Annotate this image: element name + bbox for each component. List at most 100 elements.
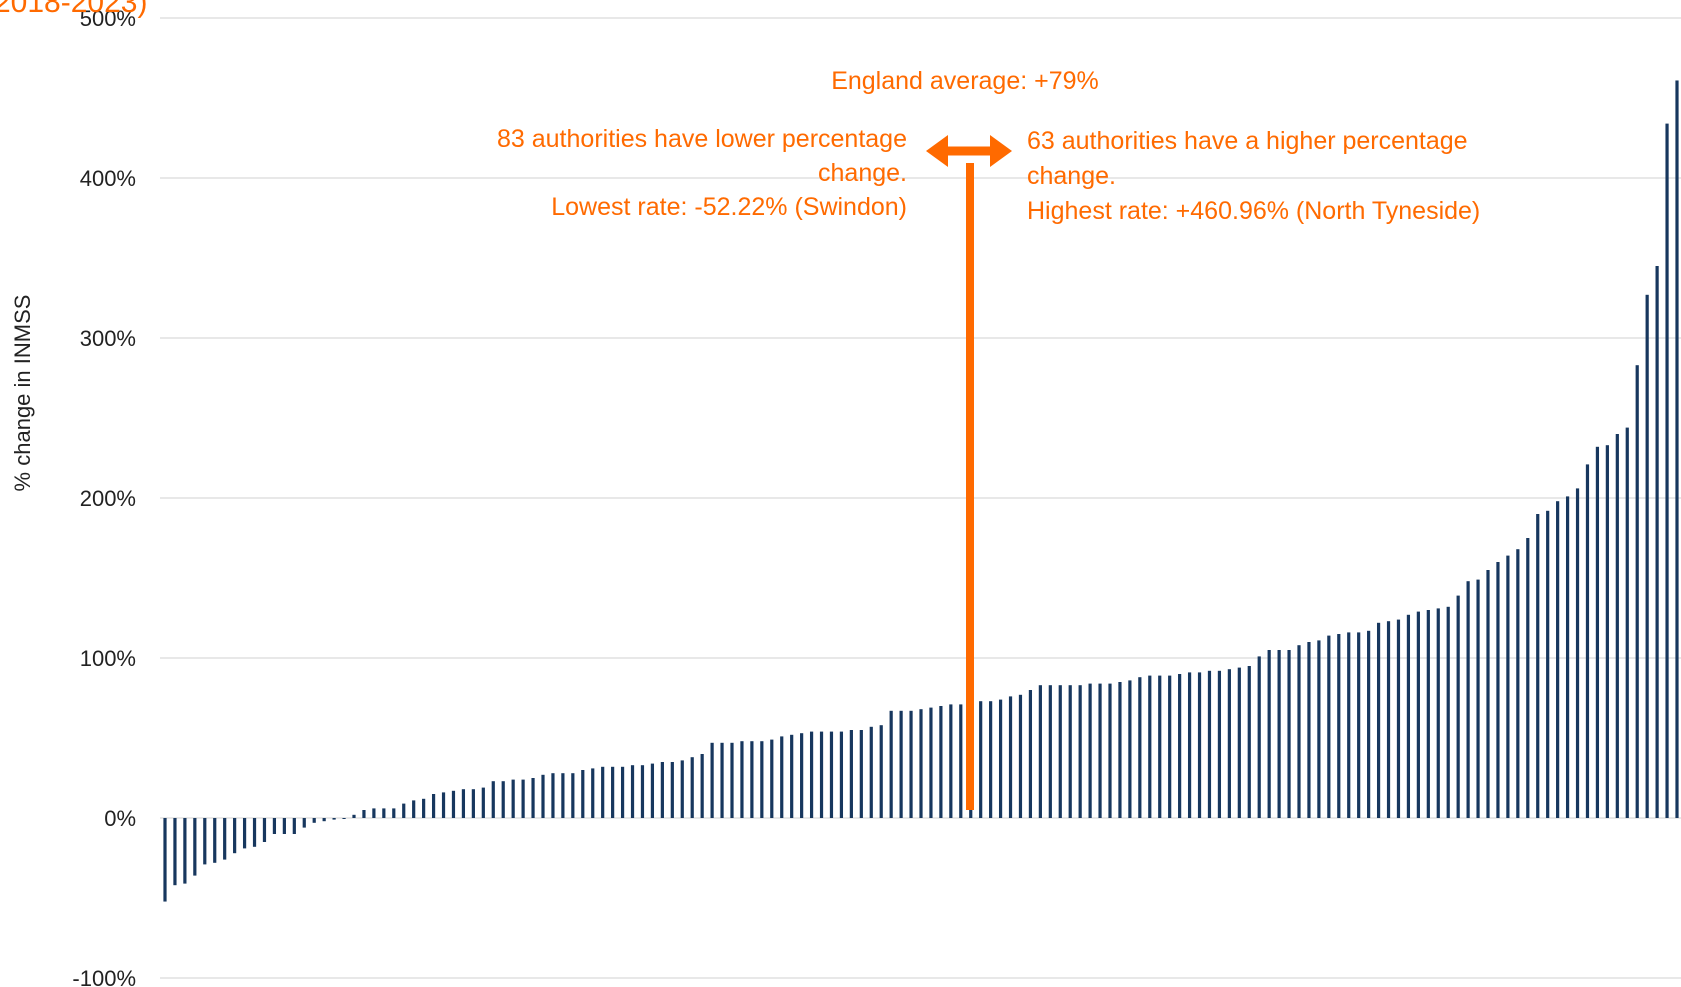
bar bbox=[183, 818, 187, 884]
bar bbox=[1158, 675, 1162, 818]
bar bbox=[949, 704, 953, 818]
bar bbox=[342, 818, 346, 819]
bar bbox=[382, 808, 386, 818]
y-tick-label: 400% bbox=[80, 166, 136, 191]
bar bbox=[839, 731, 844, 818]
arrow-left-head bbox=[926, 135, 948, 167]
bar bbox=[889, 710, 893, 818]
bar bbox=[312, 818, 316, 823]
bar bbox=[1456, 595, 1460, 818]
bar bbox=[1217, 670, 1222, 818]
bar bbox=[780, 736, 784, 818]
y-axis-label: % change in INMSS bbox=[10, 295, 35, 492]
bar bbox=[700, 754, 704, 818]
bar bbox=[491, 781, 495, 818]
bar bbox=[1178, 674, 1182, 818]
gridlines bbox=[160, 17, 1681, 979]
bar bbox=[1386, 621, 1391, 818]
bar bbox=[1078, 685, 1082, 818]
bar bbox=[1008, 696, 1013, 818]
bar bbox=[1048, 685, 1052, 818]
bar bbox=[1376, 622, 1381, 818]
bar bbox=[591, 768, 595, 818]
bar bbox=[1237, 667, 1241, 818]
higher-annotation-line-2: change. bbox=[1027, 162, 1116, 190]
bar bbox=[203, 818, 207, 865]
bar bbox=[849, 730, 853, 818]
bar bbox=[1257, 656, 1261, 818]
bar bbox=[412, 800, 416, 818]
bar bbox=[242, 818, 247, 849]
bar bbox=[1615, 434, 1619, 818]
higher-annotation-line-1: 63 authorities have a higher percentage bbox=[1027, 127, 1468, 155]
bar bbox=[1486, 570, 1490, 818]
bar bbox=[630, 765, 635, 818]
bar bbox=[1138, 677, 1142, 818]
bar bbox=[1635, 365, 1639, 818]
bar bbox=[1307, 642, 1311, 818]
y-tick-label: 100% bbox=[80, 646, 136, 671]
bar bbox=[1575, 488, 1580, 818]
bar bbox=[1446, 606, 1450, 818]
bar bbox=[730, 742, 734, 818]
bar bbox=[541, 774, 545, 818]
lower-annotation-line-3: Lowest rate: -52.22% (Swindon) bbox=[551, 193, 907, 221]
bar bbox=[1556, 501, 1560, 818]
bar bbox=[571, 773, 575, 818]
bar bbox=[451, 790, 456, 818]
bar bbox=[262, 818, 267, 842]
bar bbox=[601, 766, 605, 818]
bar bbox=[660, 762, 664, 818]
bar bbox=[879, 725, 883, 818]
bar bbox=[1396, 619, 1401, 818]
bar bbox=[1227, 669, 1231, 818]
arrow-right-head bbox=[990, 135, 1012, 167]
bar bbox=[640, 765, 645, 818]
bar bbox=[1108, 683, 1112, 818]
bar bbox=[1128, 680, 1132, 818]
lower-annotation: 83 authorities have lower percentage cha… bbox=[497, 125, 907, 221]
bar bbox=[501, 781, 505, 818]
bar bbox=[1038, 685, 1042, 818]
bar bbox=[1595, 446, 1600, 818]
bar bbox=[959, 704, 963, 818]
bar bbox=[292, 818, 296, 834]
bars bbox=[163, 80, 1679, 902]
bar bbox=[1168, 675, 1172, 818]
bar bbox=[531, 778, 535, 818]
bar bbox=[1605, 445, 1609, 818]
bar bbox=[1416, 611, 1420, 818]
bar bbox=[611, 766, 615, 818]
bar bbox=[1247, 666, 1251, 818]
chart-title-fragment: 2018-2023) bbox=[0, 0, 147, 19]
bar bbox=[989, 701, 993, 818]
y-tick-label: 200% bbox=[80, 486, 136, 511]
bar bbox=[1098, 683, 1102, 818]
higher-annotation: 63 authorities have a higher percentage … bbox=[1027, 127, 1480, 225]
bar bbox=[1327, 635, 1331, 818]
bar bbox=[750, 741, 754, 818]
average-label: England average: +79% bbox=[831, 67, 1099, 95]
bar bbox=[1148, 675, 1152, 818]
bar bbox=[1496, 562, 1500, 818]
bar bbox=[909, 710, 913, 818]
bar bbox=[869, 726, 873, 818]
bar bbox=[919, 709, 923, 818]
y-tick-label: -100% bbox=[72, 966, 136, 987]
y-tick-label: 0% bbox=[104, 806, 136, 831]
bar bbox=[372, 808, 376, 818]
bar bbox=[1536, 514, 1540, 818]
bar bbox=[939, 706, 943, 818]
bar bbox=[650, 763, 655, 818]
bar bbox=[899, 710, 903, 818]
bar bbox=[1625, 427, 1629, 818]
bar bbox=[1406, 614, 1411, 818]
bar bbox=[581, 770, 585, 818]
bar bbox=[1317, 640, 1321, 818]
bar bbox=[1506, 555, 1510, 818]
bar bbox=[422, 798, 426, 818]
bar bbox=[461, 789, 466, 818]
bar bbox=[1297, 645, 1301, 818]
bar bbox=[929, 707, 933, 818]
bar bbox=[809, 731, 814, 818]
